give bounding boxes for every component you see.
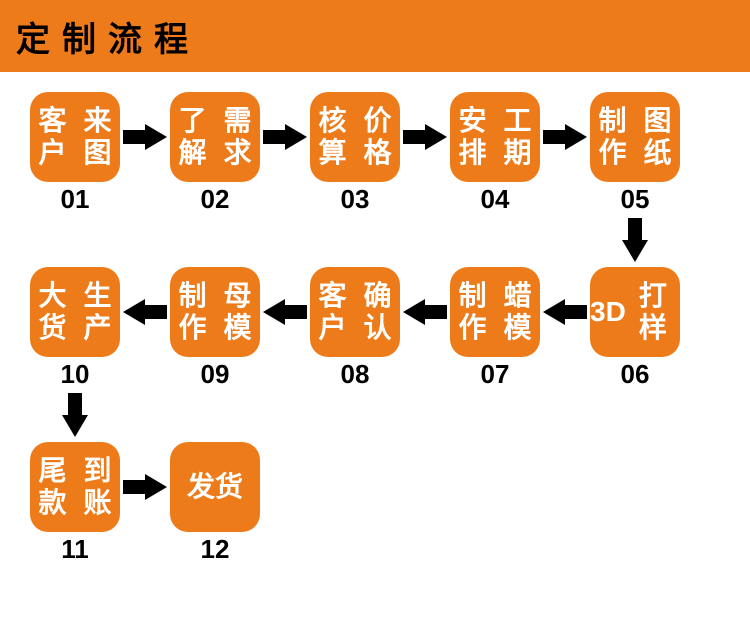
- flow-arrow: [622, 218, 648, 262]
- header-title: 定制流程: [16, 12, 200, 61]
- flow-step-number: 04: [450, 184, 540, 215]
- flow-arrow: [403, 124, 447, 150]
- flow-step-number: 01: [30, 184, 120, 215]
- flow-step-number: 09: [170, 359, 260, 390]
- flow-step-number: 02: [170, 184, 260, 215]
- flow-node: 发货: [170, 442, 260, 532]
- flow-node: 3D打样: [590, 267, 680, 357]
- flow-arrow: [263, 299, 307, 325]
- flow-node: 制作蜡模: [450, 267, 540, 357]
- flow-step-number: 06: [590, 359, 680, 390]
- flow-node: 客户来图: [30, 92, 120, 182]
- flow-arrow: [543, 299, 587, 325]
- header: 定制流程: [0, 0, 750, 72]
- flow-arrow: [123, 124, 167, 150]
- flow-node: 了解需求: [170, 92, 260, 182]
- flow-node: 客户确认: [310, 267, 400, 357]
- flow-node: 核算价格: [310, 92, 400, 182]
- flow-step-number: 08: [310, 359, 400, 390]
- flow-node: 制作图纸: [590, 92, 680, 182]
- flow-step-number: 11: [30, 534, 120, 565]
- flow-node: 安排工期: [450, 92, 540, 182]
- flow-arrow: [263, 124, 307, 150]
- flow-node: 大货生产: [30, 267, 120, 357]
- flow-step-number: 10: [30, 359, 120, 390]
- flow-arrow: [543, 124, 587, 150]
- flow-canvas: 客户来图01 了解需求02 核算价格03 安排工期04 制作图纸05 3D打样06 制作蜡模…: [0, 72, 750, 630]
- flow-step-number: 12: [170, 534, 260, 565]
- flow-step-number: 05: [590, 184, 680, 215]
- flow-arrow: [62, 393, 88, 437]
- flow-arrow: [123, 474, 167, 500]
- flow-node: 尾款到账: [30, 442, 120, 532]
- flow-step-number: 03: [310, 184, 400, 215]
- flow-arrow: [123, 299, 167, 325]
- flow-node: 制作母模: [170, 267, 260, 357]
- flow-arrow: [403, 299, 447, 325]
- flow-step-number: 07: [450, 359, 540, 390]
